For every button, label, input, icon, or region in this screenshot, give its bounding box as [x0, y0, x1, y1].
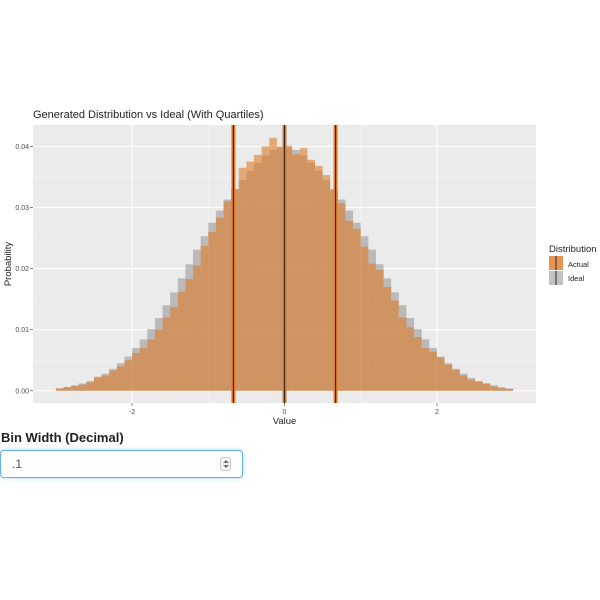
actual-bar — [55, 388, 64, 391]
legend-label-actual: Actual — [568, 260, 589, 269]
actual-bar — [116, 366, 125, 391]
bin-width-input[interactable] — [1, 451, 216, 477]
actual-bar — [215, 217, 224, 391]
actual-bar — [398, 317, 407, 391]
actual-bar — [200, 245, 209, 391]
actual-bar — [368, 263, 376, 391]
x-tick-label: 2 — [435, 409, 439, 416]
y-tick-label: 0.03 — [15, 205, 29, 212]
x-tick-label: -2 — [129, 409, 135, 416]
x-axis-label: Value — [273, 416, 297, 427]
actual-bar — [414, 337, 422, 391]
actual-bar — [86, 382, 94, 391]
actual-bar — [238, 167, 247, 391]
actual-bar — [375, 269, 384, 391]
actual-bar — [360, 246, 369, 391]
actual-bar — [482, 383, 491, 391]
y-tick-label: 0.00 — [15, 388, 29, 395]
number-spinner[interactable] — [220, 457, 231, 471]
actual-bar — [452, 370, 460, 391]
legend-title: Distribution — [549, 244, 597, 255]
actual-bar — [505, 388, 514, 391]
actual-bar — [170, 307, 178, 391]
actual-bar — [93, 376, 102, 391]
actual-bar — [71, 385, 79, 391]
actual-bar — [299, 148, 308, 391]
y-tick-label: 0.02 — [15, 266, 29, 273]
actual-bar — [269, 137, 277, 391]
quartile-lines — [231, 125, 338, 403]
x-tick-label: 0 — [283, 409, 287, 416]
actual-bar — [124, 360, 133, 391]
actual-bar — [147, 339, 155, 391]
y-tick-label: 0.04 — [15, 144, 29, 151]
actual-bar — [421, 348, 430, 391]
actual-bar — [139, 348, 148, 391]
chart-title: Generated Distribution vs Ideal (With Qu… — [33, 109, 263, 121]
legend: Distribution Actual Ideal — [549, 244, 597, 285]
spin-down-icon[interactable] — [223, 465, 229, 468]
y-axis-label: Probability — [3, 242, 14, 287]
actual-bar — [109, 370, 117, 391]
actual-bar — [154, 329, 163, 391]
actual-bar — [63, 387, 72, 391]
actual-bar — [337, 203, 346, 391]
actual-bar — [459, 375, 468, 391]
histogram-chart: Generated Distribution vs Ideal (With Qu… — [3, 109, 597, 427]
actual-bar — [436, 357, 445, 391]
actual-bar — [78, 384, 87, 391]
actual-bar — [345, 220, 354, 391]
actual-bar — [353, 228, 361, 391]
actual-bar — [490, 386, 498, 391]
actual-bar — [467, 379, 476, 391]
actual-bar — [497, 388, 506, 391]
actual-bar — [177, 291, 186, 391]
bin-width-label: Bin Width (Decimal) — [1, 430, 124, 445]
actual-bar — [261, 146, 270, 391]
actual-bar — [292, 154, 300, 391]
actual-bar — [475, 381, 483, 391]
actual-bar — [406, 327, 415, 391]
actual-bar — [276, 146, 285, 391]
actual-bar — [208, 231, 216, 391]
actual-bar — [193, 265, 201, 391]
actual-bar — [254, 154, 262, 391]
axes: -2 0 2 0.00 0.01 0.02 0.03 0.04 — [15, 144, 439, 416]
actual-bar — [383, 286, 392, 391]
actual-bar — [314, 165, 323, 391]
actual-bar — [132, 352, 140, 391]
actual-bar — [223, 201, 232, 391]
actual-bar — [307, 159, 315, 391]
actual-bar — [444, 364, 453, 391]
legend-label-ideal: Ideal — [568, 274, 585, 283]
actual-bar — [391, 300, 399, 391]
y-tick-label: 0.01 — [15, 327, 29, 334]
spin-up-icon[interactable] — [223, 460, 229, 463]
bin-width-input-container[interactable] — [0, 450, 243, 478]
actual-bar — [246, 161, 255, 391]
actual-bar — [284, 145, 293, 391]
actual-bar — [101, 375, 110, 391]
actual-bar — [322, 175, 331, 391]
actual-bar — [429, 351, 437, 391]
actual-bar — [185, 278, 194, 391]
actual-bar — [162, 317, 171, 391]
